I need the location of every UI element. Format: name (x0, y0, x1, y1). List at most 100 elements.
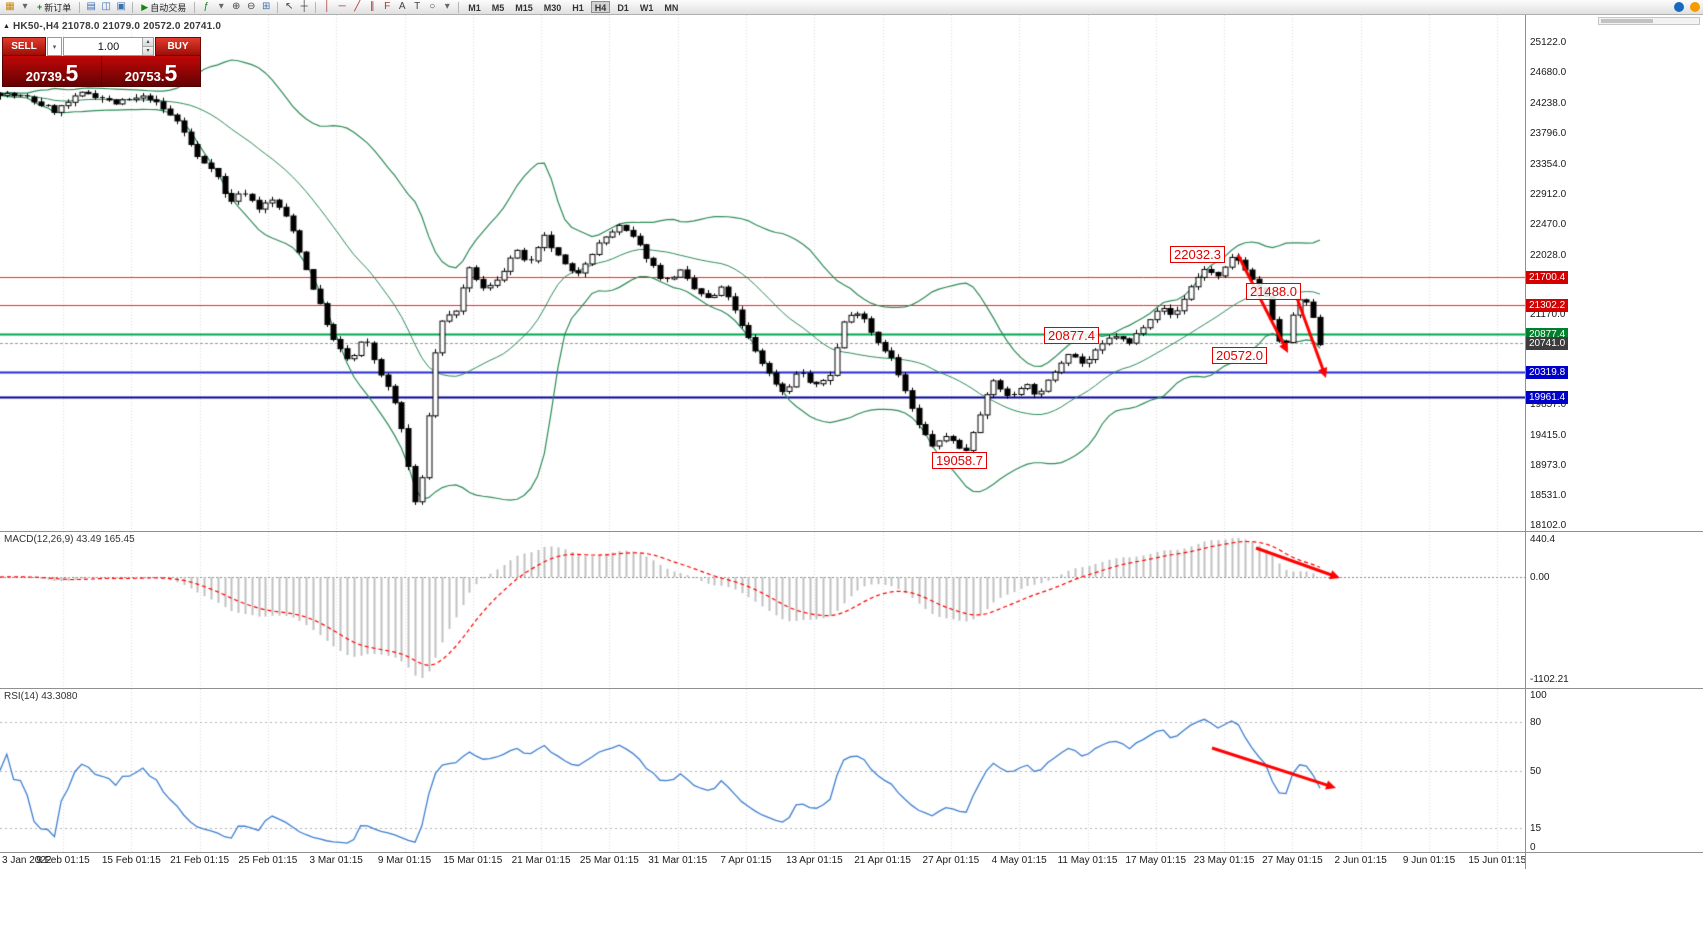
chevron-down-icon[interactable]: ▾ (22, 0, 28, 12)
trade-controls-row: SELL ▾ 1.00 ▴ ▾ BUY (2, 37, 201, 56)
help-icon[interactable] (1690, 2, 1700, 12)
trendline-icon[interactable]: ╱ (354, 0, 361, 12)
panel-divider (0, 531, 1703, 532)
price-axis-tag: 19961.4 (1526, 391, 1569, 405)
one-click-trading-panel: SELL ▾ 1.00 ▴ ▾ BUY 20739. (2, 37, 201, 87)
timeframe-button-mn[interactable]: MN (664, 3, 679, 13)
indicators-icon[interactable]: ƒ (203, 0, 209, 12)
price-axis-label: 22470.0 (1530, 219, 1567, 231)
time-axis-label: 25 Mar 01:15 (579, 855, 639, 866)
timeframe-button-h4[interactable]: H4 (590, 1, 611, 13)
main-toolbar: ▦ ▾ + 新订单 ▤ ◫ ▣ ▶ 自动交易 ƒ ▾ ⊕ ⊖ ⊞ ↖ ┼ │ ─ ╱ ∥ F A T ○ ▾ M1 M5 M15 M30… (0, 0, 1703, 15)
timeframe-button-m15[interactable]: M15 (515, 3, 533, 13)
time-axis-label: 7 Apr 01:15 (720, 855, 772, 866)
buy-button[interactable]: BUY (155, 37, 201, 56)
price-axis-tag: 21700.4 (1526, 271, 1569, 285)
timeframe-button-h1[interactable]: H1 (572, 3, 584, 13)
rsi-label: RSI(14) 43.3080 (4, 691, 78, 702)
price-annotation[interactable]: 20572.0 (1212, 347, 1267, 364)
price-chart-canvas[interactable] (0, 15, 1525, 531)
volume-stepper: ▴ ▾ (142, 38, 153, 55)
time-axis-label: 27 May 01:15 (1262, 855, 1323, 866)
timeframe-button-w1[interactable]: W1 (639, 3, 654, 13)
price-axis-label: 22912.0 (1530, 189, 1567, 201)
bid-price: 20739. 5 (3, 56, 101, 86)
macd-canvas[interactable] (0, 532, 1525, 688)
sell-button-label: SELL (11, 41, 37, 52)
autotrading-button[interactable]: ▶ 自动交易 (137, 1, 190, 14)
time-axis[interactable]: 3 Jan 2022 9 Feb 01:15 15 Feb 01:15 21 Feb … (0, 853, 1703, 869)
time-axis-label: 21 Feb 01:15 (170, 855, 230, 866)
vertical-line-icon[interactable]: │ (324, 0, 331, 12)
price-axis-label: 19415.0 (1530, 429, 1567, 441)
bid-price-main: 20739. (25, 68, 66, 84)
rsi-axis-label: 15 (1530, 822, 1542, 834)
price-axis-label: 23796.0 (1530, 128, 1567, 140)
time-axis-label: 3 Jan 2022 (2, 855, 52, 866)
time-axis-label: 2 Jun 01:15 (1334, 855, 1387, 866)
price-annotation[interactable]: 22032.3 (1170, 246, 1225, 263)
spin-down-icon[interactable]: ▾ (142, 47, 153, 55)
community-icon[interactable] (1674, 2, 1684, 12)
macd-indicator-panel: MACD(12,26,9) 43.49 165.45 440.4 0.00 -1… (0, 532, 1703, 688)
time-axis-label: 3 Mar 01:15 (309, 855, 363, 866)
text-icon[interactable]: A (398, 0, 406, 12)
macd-axis-label: -1102.21 (1530, 674, 1569, 685)
rsi-axis-label: 0 (1530, 842, 1536, 853)
symbol-ohlc-header: HK50-,H4 21078.0 21079.0 20572.0 20741.0 (13, 21, 222, 32)
timeframe-button-m30[interactable]: M30 (543, 3, 562, 13)
time-axis-label: 17 May 01:15 (1125, 855, 1187, 866)
price-chart-panel: ▲ HK50-,H4 21078.0 21079.0 20572.0 20741… (0, 15, 1703, 531)
price-axis-tag: 21302.2 (1526, 298, 1569, 312)
time-axis-label: 9 Jun 01:15 (1402, 855, 1456, 866)
buy-button-label: BUY (167, 41, 189, 52)
toolbar-separator (458, 1, 460, 13)
chevron-down-icon[interactable]: ▾ (444, 0, 450, 12)
scrollbar-thumb[interactable] (1601, 19, 1653, 23)
ask-price-big-digit: 5 (164, 60, 178, 87)
time-axis-label: 31 Mar 01:15 (648, 855, 708, 866)
spin-up-icon[interactable]: ▴ (142, 38, 153, 47)
price-axis-label: 25122.0 (1530, 37, 1567, 48)
crosshair-icon[interactable]: ┼ (300, 0, 308, 12)
one-click-panel-toggle-icon[interactable]: ▲ (3, 23, 10, 30)
zoom-out-icon[interactable]: ⊖ (247, 0, 256, 12)
timeframe-button-d1[interactable]: D1 (617, 3, 629, 13)
price-axis-tag: 20319.8 (1526, 366, 1569, 380)
price-annotation[interactable]: 20877.4 (1044, 327, 1099, 344)
timeframe-button-m5[interactable]: M5 (491, 3, 505, 13)
toolbar-separator (79, 1, 81, 13)
time-axis-label: 11 May 01:15 (1057, 855, 1118, 866)
price-axis-label: 19857.0 (1530, 399, 1567, 411)
tile-windows-icon[interactable]: ◫ (101, 0, 111, 12)
price-annotation[interactable]: 19058.7 (932, 452, 987, 469)
sell-button[interactable]: SELL (2, 37, 46, 56)
cursor-icon[interactable]: ↖ (285, 0, 294, 12)
zoom-in-icon[interactable]: ⊕ (232, 0, 241, 12)
timeframe-button-m1[interactable]: M1 (468, 3, 481, 13)
scrollbar[interactable] (1598, 17, 1700, 25)
chevron-down-icon[interactable]: ▾ (218, 0, 224, 12)
profiles-icon[interactable]: ▤ (86, 0, 96, 12)
new-order-button[interactable]: + 新订单 (33, 1, 75, 14)
rsi-canvas[interactable] (0, 689, 1525, 852)
shapes-icon[interactable]: ○ (429, 0, 436, 12)
label-icon[interactable]: T (414, 0, 421, 12)
new-chart-icon[interactable]: ▦ (5, 0, 15, 12)
price-axis-label: 24680.0 (1530, 67, 1567, 79)
rsi-indicator-panel: RSI(14) 43.3080 100 80 50 15 0 (0, 689, 1703, 853)
volume-input[interactable]: 1.00 ▴ ▾ (63, 37, 154, 56)
price-annotation[interactable]: 21488.0 (1246, 283, 1301, 300)
fibonacci-icon[interactable]: F (384, 0, 391, 12)
toolbar-separator (132, 1, 134, 13)
time-axis-label: 21 Apr 01:15 (854, 855, 911, 866)
horizontal-line-icon[interactable]: ─ (338, 0, 346, 12)
time-axis-label: 9 Mar 01:15 (377, 855, 432, 866)
tile-grid-icon[interactable]: ⊞ (262, 0, 271, 12)
order-type-dropdown[interactable]: ▾ (47, 37, 62, 56)
channel-icon[interactable]: ∥ (369, 0, 375, 12)
data-window-icon[interactable]: ▣ (116, 0, 126, 12)
time-axis-label: 9 Feb 01:15 (36, 855, 90, 866)
toolbar-separator (194, 1, 196, 13)
